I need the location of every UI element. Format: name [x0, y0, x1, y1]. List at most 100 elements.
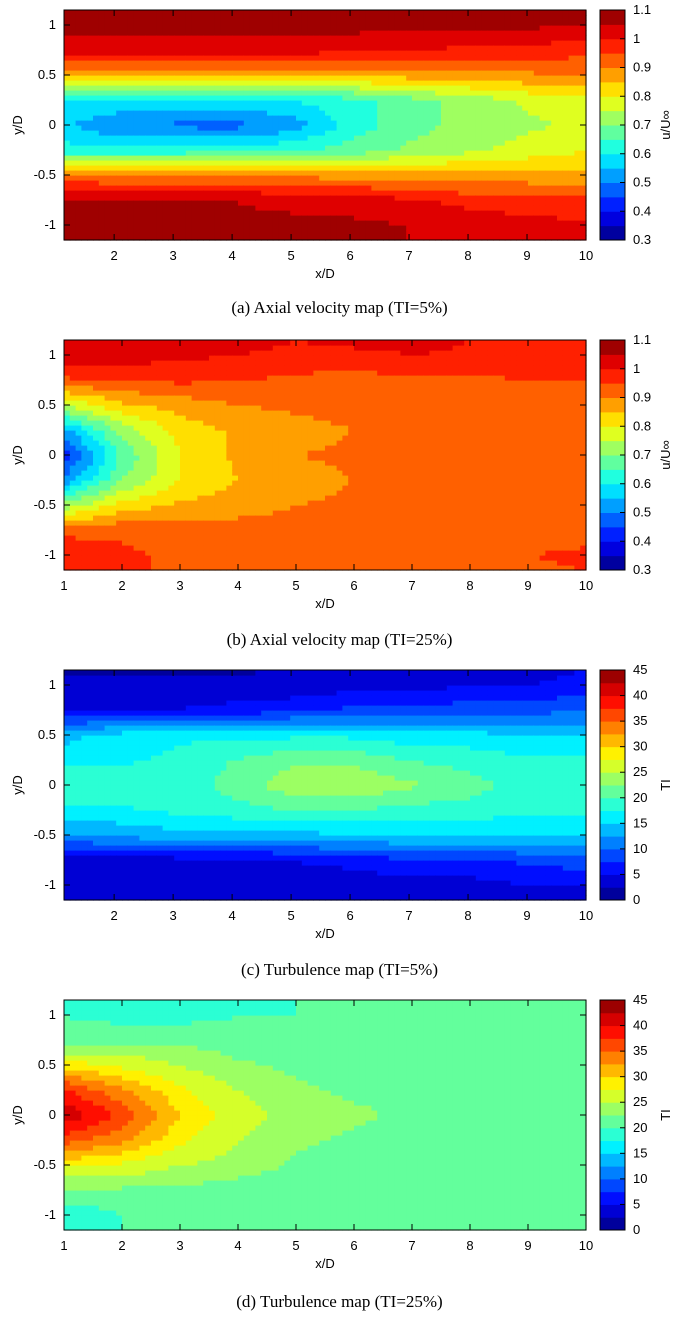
contour-cell [400, 35, 407, 41]
contour-cell [284, 30, 291, 36]
contour-cell [365, 60, 372, 66]
contour-cell [336, 225, 343, 231]
contour-cell [487, 205, 494, 211]
contour-cell [348, 175, 355, 181]
contour-cell [528, 125, 535, 131]
contour-cell [75, 225, 82, 231]
contour-cell [568, 80, 575, 86]
contour-cell [562, 70, 570, 76]
contour-cell [110, 30, 117, 36]
contour-cell [98, 120, 106, 126]
contour-cell [145, 550, 152, 556]
contour-cell [93, 525, 100, 531]
contour-cell [168, 115, 175, 121]
contour-cell [81, 545, 88, 551]
contour-cell [151, 560, 158, 566]
contour-cell [81, 200, 88, 206]
contour-cell [493, 105, 500, 111]
contour-cell [354, 230, 361, 236]
contour-cell [487, 40, 494, 46]
contour-cell [580, 60, 587, 66]
contour-cell [452, 225, 459, 231]
contour-cell [87, 400, 94, 406]
contour-cell [319, 205, 326, 211]
contour-cell [151, 535, 158, 541]
contour-cell [330, 35, 338, 41]
contour-cell [267, 40, 274, 46]
contour-cell [470, 80, 477, 86]
contour-cell [156, 210, 164, 216]
contour-cell [272, 90, 280, 96]
contour-cell [69, 50, 77, 56]
contour-cell [487, 45, 494, 51]
contour-cell [232, 205, 239, 211]
contour-cell [162, 150, 169, 156]
contour-cell [313, 125, 320, 131]
contour-cell [516, 80, 523, 86]
contour-cell [133, 100, 140, 106]
contour-cell [110, 460, 117, 466]
contour-cell [127, 125, 135, 131]
colorbar-tick-label: 1 [633, 31, 640, 46]
contour-cell [533, 25, 541, 31]
contour-cell [504, 155, 512, 161]
contour-cell [75, 520, 82, 526]
contour-cell [191, 220, 198, 226]
contour-cell [296, 215, 303, 221]
contour-cell [458, 155, 465, 161]
contour-cell [499, 180, 506, 186]
contour-cell [441, 160, 448, 166]
contour-cell [528, 180, 535, 186]
y-axis-label: y/D [10, 115, 25, 135]
contour-cell [562, 25, 570, 31]
contour-cell [243, 40, 251, 46]
contour-cell [122, 495, 129, 501]
contour-cell [151, 475, 158, 481]
contour-cell [214, 55, 222, 61]
contour-cell [145, 100, 152, 106]
contour-cell [278, 185, 285, 191]
contour-cell [574, 130, 581, 136]
contour-cell [487, 210, 494, 216]
contour-cell [122, 565, 129, 571]
contour-cell [93, 215, 100, 221]
contour-cell [93, 465, 100, 471]
contour-cell [383, 160, 390, 166]
contour-cell [110, 430, 117, 436]
contour-cell [110, 465, 117, 471]
contour-cell [533, 165, 541, 171]
contour-cell [284, 200, 291, 206]
contour-cell [226, 80, 233, 86]
contour-cell [180, 45, 187, 51]
contour-cell [290, 20, 297, 26]
contour-cell [278, 210, 285, 216]
contour-cell [209, 235, 216, 241]
contour-cell [139, 165, 146, 171]
contour-cell [191, 25, 198, 31]
contour-cell [220, 170, 227, 176]
contour-cell [441, 75, 448, 81]
contour-cell [226, 45, 233, 51]
contour-cell [139, 125, 146, 131]
contour-cell [122, 465, 129, 471]
contour-cell [98, 395, 106, 401]
contour-cell [243, 50, 251, 56]
contour-cell [122, 510, 129, 516]
contour-cell [203, 200, 210, 206]
contour-cell [151, 20, 158, 26]
contour-cell [464, 65, 471, 71]
contour-cell [354, 180, 361, 186]
contour-cell [400, 235, 407, 241]
contour-cell [336, 15, 343, 21]
contour-cell [557, 145, 564, 151]
contour-cell [348, 130, 355, 136]
contour-cell [319, 225, 326, 231]
contour-cell [122, 435, 129, 441]
contour-cell [441, 85, 448, 91]
contour-cell [127, 435, 135, 441]
contour-cell [446, 170, 454, 176]
contour-cell [214, 20, 222, 26]
contour-cell [446, 215, 454, 221]
contour-cell [348, 160, 355, 166]
contour-cell [145, 445, 152, 451]
